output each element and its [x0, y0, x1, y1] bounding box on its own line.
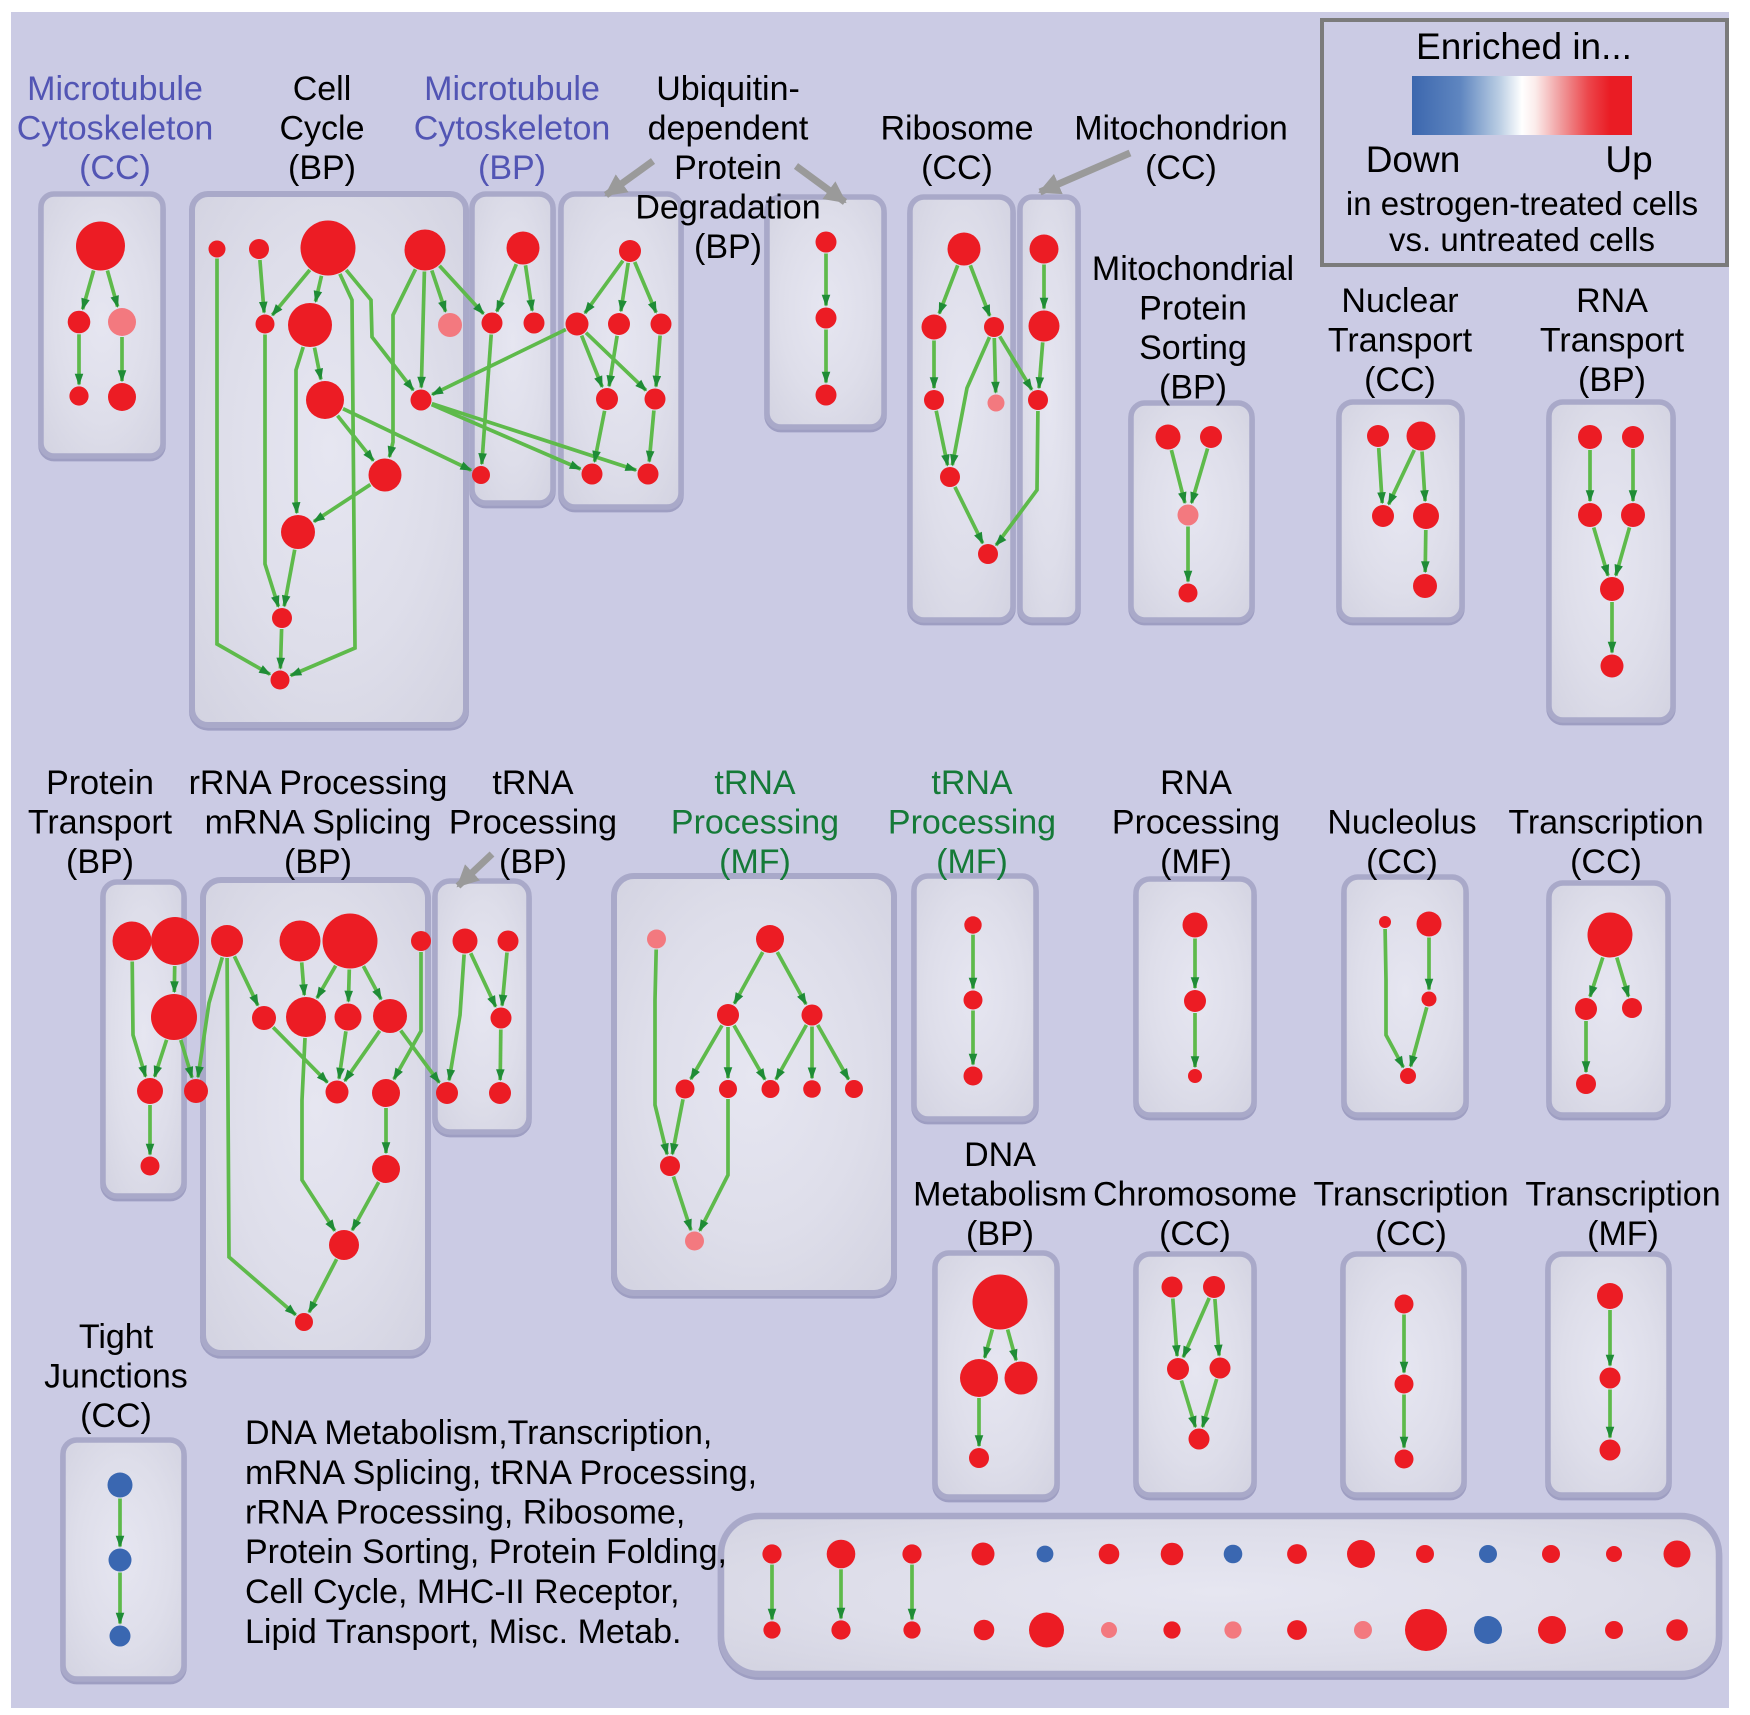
svg-text:Microtubule: Microtubule	[27, 70, 203, 108]
svg-text:Sorting: Sorting	[1139, 329, 1247, 367]
svg-text:Transport: Transport	[1540, 322, 1685, 360]
svg-text:(CC): (CC)	[1366, 843, 1438, 881]
svg-text:Processing: Processing	[449, 804, 617, 842]
svg-text:Nucleolus: Nucleolus	[1327, 804, 1476, 842]
svg-text:RNA: RNA	[1160, 764, 1232, 802]
svg-text:Transport: Transport	[28, 804, 173, 842]
svg-text:Cycle: Cycle	[279, 110, 364, 148]
svg-text:(BP): (BP)	[288, 149, 356, 187]
svg-text:DNA: DNA	[964, 1136, 1036, 1174]
svg-text:(CC): (CC)	[1375, 1215, 1447, 1253]
svg-text:Mitochondrial: Mitochondrial	[1092, 250, 1294, 288]
svg-text:(CC): (CC)	[80, 1397, 152, 1435]
svg-text:(BP): (BP)	[478, 149, 546, 187]
svg-text:Up: Up	[1605, 139, 1652, 180]
svg-text:Transport: Transport	[1328, 322, 1473, 360]
svg-text:(CC): (CC)	[921, 149, 993, 187]
svg-text:Ubiquitin-: Ubiquitin-	[656, 70, 800, 108]
svg-text:Lipid Transport, Misc. Metab.: Lipid Transport, Misc. Metab.	[245, 1613, 682, 1651]
svg-text:(CC): (CC)	[1159, 1215, 1231, 1253]
svg-text:Enriched in...: Enriched in...	[1416, 26, 1632, 67]
svg-text:(MF): (MF)	[936, 843, 1008, 881]
svg-text:Cytoskeleton: Cytoskeleton	[17, 110, 214, 148]
svg-text:Tight: Tight	[79, 1318, 154, 1356]
svg-text:rRNA Processing: rRNA Processing	[189, 764, 448, 802]
svg-text:Cell Cycle, MHC-II Receptor,: Cell Cycle, MHC-II Receptor,	[245, 1573, 680, 1611]
svg-text:Protein: Protein	[674, 149, 782, 187]
svg-text:Ribosome: Ribosome	[880, 110, 1033, 148]
svg-text:(MF): (MF)	[1160, 843, 1232, 881]
svg-text:Cytoskeleton: Cytoskeleton	[414, 110, 611, 148]
svg-text:(BP): (BP)	[284, 843, 352, 881]
svg-text:Protein Sorting, Protein Foldi: Protein Sorting, Protein Folding,	[245, 1533, 727, 1571]
svg-text:(CC): (CC)	[1364, 361, 1436, 399]
svg-text:(CC): (CC)	[1145, 149, 1217, 187]
svg-text:Microtubule: Microtubule	[424, 70, 600, 108]
svg-text:Transcription: Transcription	[1508, 804, 1703, 842]
svg-text:Processing: Processing	[888, 804, 1056, 842]
svg-text:Transcription: Transcription	[1525, 1176, 1720, 1214]
svg-text:(BP): (BP)	[499, 843, 567, 881]
svg-text:Nuclear: Nuclear	[1341, 282, 1458, 320]
svg-text:(BP): (BP)	[66, 843, 134, 881]
svg-text:Down: Down	[1366, 139, 1461, 180]
svg-text:Processing: Processing	[1112, 804, 1280, 842]
svg-text:vs. untreated cells: vs. untreated cells	[1389, 221, 1655, 258]
svg-text:(BP): (BP)	[694, 228, 762, 266]
svg-text:Degradation: Degradation	[635, 189, 820, 227]
svg-text:RNA: RNA	[1576, 282, 1648, 320]
svg-text:Metabolism: Metabolism	[913, 1176, 1087, 1214]
svg-text:Chromosome: Chromosome	[1093, 1176, 1297, 1214]
svg-text:mRNA Splicing: mRNA Splicing	[205, 804, 432, 842]
svg-text:mRNA Splicing, tRNA Processing: mRNA Splicing, tRNA Processing,	[245, 1454, 757, 1492]
svg-text:Cell: Cell	[293, 70, 352, 108]
svg-text:dependent: dependent	[648, 110, 809, 148]
svg-text:DNA Metabolism,Transcription,: DNA Metabolism,Transcription,	[245, 1414, 712, 1452]
svg-text:(BP): (BP)	[1159, 369, 1227, 407]
svg-text:tRNA: tRNA	[714, 764, 796, 802]
svg-text:(MF): (MF)	[1587, 1215, 1659, 1253]
svg-text:Protein: Protein	[1139, 290, 1247, 328]
svg-text:(BP): (BP)	[1578, 361, 1646, 399]
svg-text:tRNA: tRNA	[492, 764, 574, 802]
svg-text:Mitochondrion: Mitochondrion	[1074, 110, 1288, 148]
svg-text:Protein: Protein	[46, 764, 154, 802]
svg-text:rRNA Processing, Ribosome,: rRNA Processing, Ribosome,	[245, 1494, 685, 1532]
svg-text:tRNA: tRNA	[931, 764, 1013, 802]
svg-text:(BP): (BP)	[966, 1215, 1034, 1253]
svg-text:Junctions: Junctions	[44, 1358, 188, 1396]
svg-text:Transcription: Transcription	[1313, 1176, 1508, 1214]
svg-text:(CC): (CC)	[1570, 843, 1642, 881]
svg-text:(MF): (MF)	[719, 843, 791, 881]
svg-text:in estrogen-treated cells: in estrogen-treated cells	[1346, 185, 1698, 222]
svg-text:Processing: Processing	[671, 804, 839, 842]
svg-text:(CC): (CC)	[79, 149, 151, 187]
